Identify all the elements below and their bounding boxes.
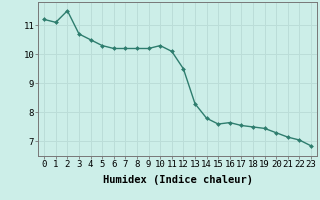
X-axis label: Humidex (Indice chaleur): Humidex (Indice chaleur) bbox=[103, 175, 252, 185]
